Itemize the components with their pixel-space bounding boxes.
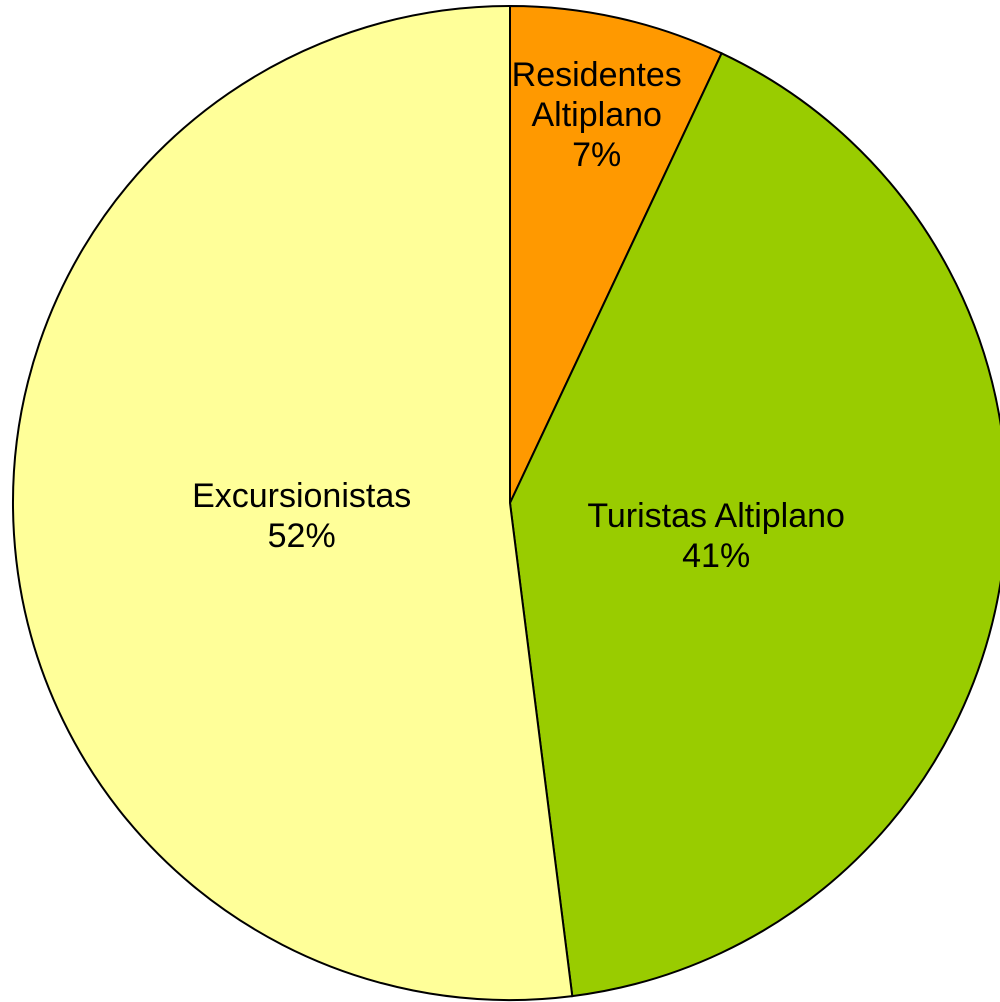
slice-label: Residentes Altiplano 7% bbox=[497, 55, 697, 175]
pie-slice bbox=[12, 4, 574, 1001]
slice-label: Turistas Altiplano 41% bbox=[536, 496, 896, 576]
value-label: 52% bbox=[267, 517, 336, 556]
category-label: Excursionistas bbox=[192, 477, 412, 516]
value-label: 7% bbox=[572, 135, 622, 174]
category-label: Turistas Altiplano bbox=[587, 496, 845, 535]
category-label: Residentes Altiplano bbox=[511, 55, 682, 134]
pie-slice bbox=[508, 51, 1000, 998]
pie-slice bbox=[509, 4, 723, 504]
value-label: 41% bbox=[682, 536, 751, 575]
slice-label: Excursionistas 52% bbox=[122, 476, 482, 556]
